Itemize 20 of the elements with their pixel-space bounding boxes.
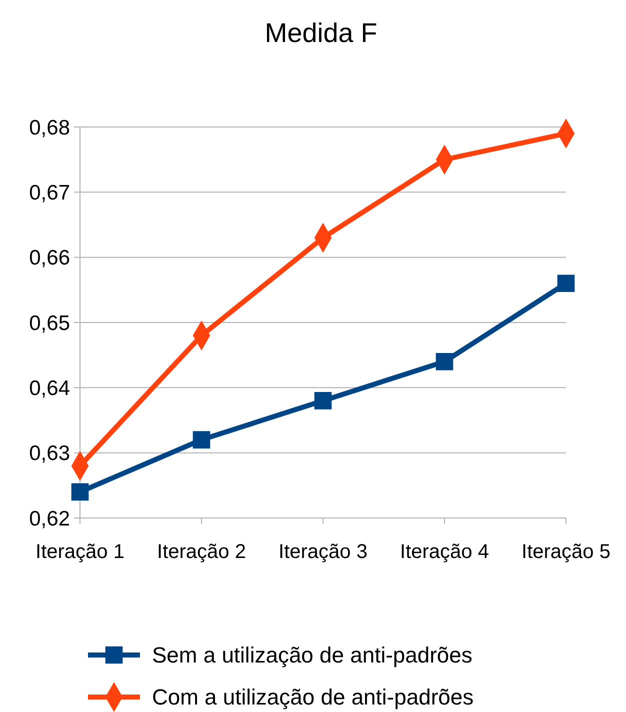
y-tick-label: 0,65 xyxy=(29,312,70,335)
point xyxy=(436,352,454,370)
x-tick-label: Iteração 1 xyxy=(36,541,124,563)
y-tick-label: 0,68 xyxy=(29,116,70,140)
y-tick-label: 0,63 xyxy=(29,442,70,466)
y-tick-label: 0,62 xyxy=(29,507,70,530)
legend-label: Com a utilização de anti-padrões xyxy=(152,684,474,710)
x-tick-label: Iteração 4 xyxy=(400,541,489,563)
point xyxy=(71,483,89,501)
chart-title: Medida F xyxy=(264,18,378,48)
x-tick-label: Iteração 5 xyxy=(522,541,610,563)
x-tick-label: Iteração 3 xyxy=(278,541,368,563)
y-tick-label: 0,67 xyxy=(29,182,70,205)
y-tick-label: 0,66 xyxy=(29,246,70,270)
legend-label: Sem a utilização de anti-padrões xyxy=(152,642,472,668)
point xyxy=(557,274,575,292)
x-tick-label: Iteração 2 xyxy=(157,541,246,563)
y-tick-label: 0,64 xyxy=(29,377,70,400)
point xyxy=(192,431,210,448)
point xyxy=(314,392,332,410)
